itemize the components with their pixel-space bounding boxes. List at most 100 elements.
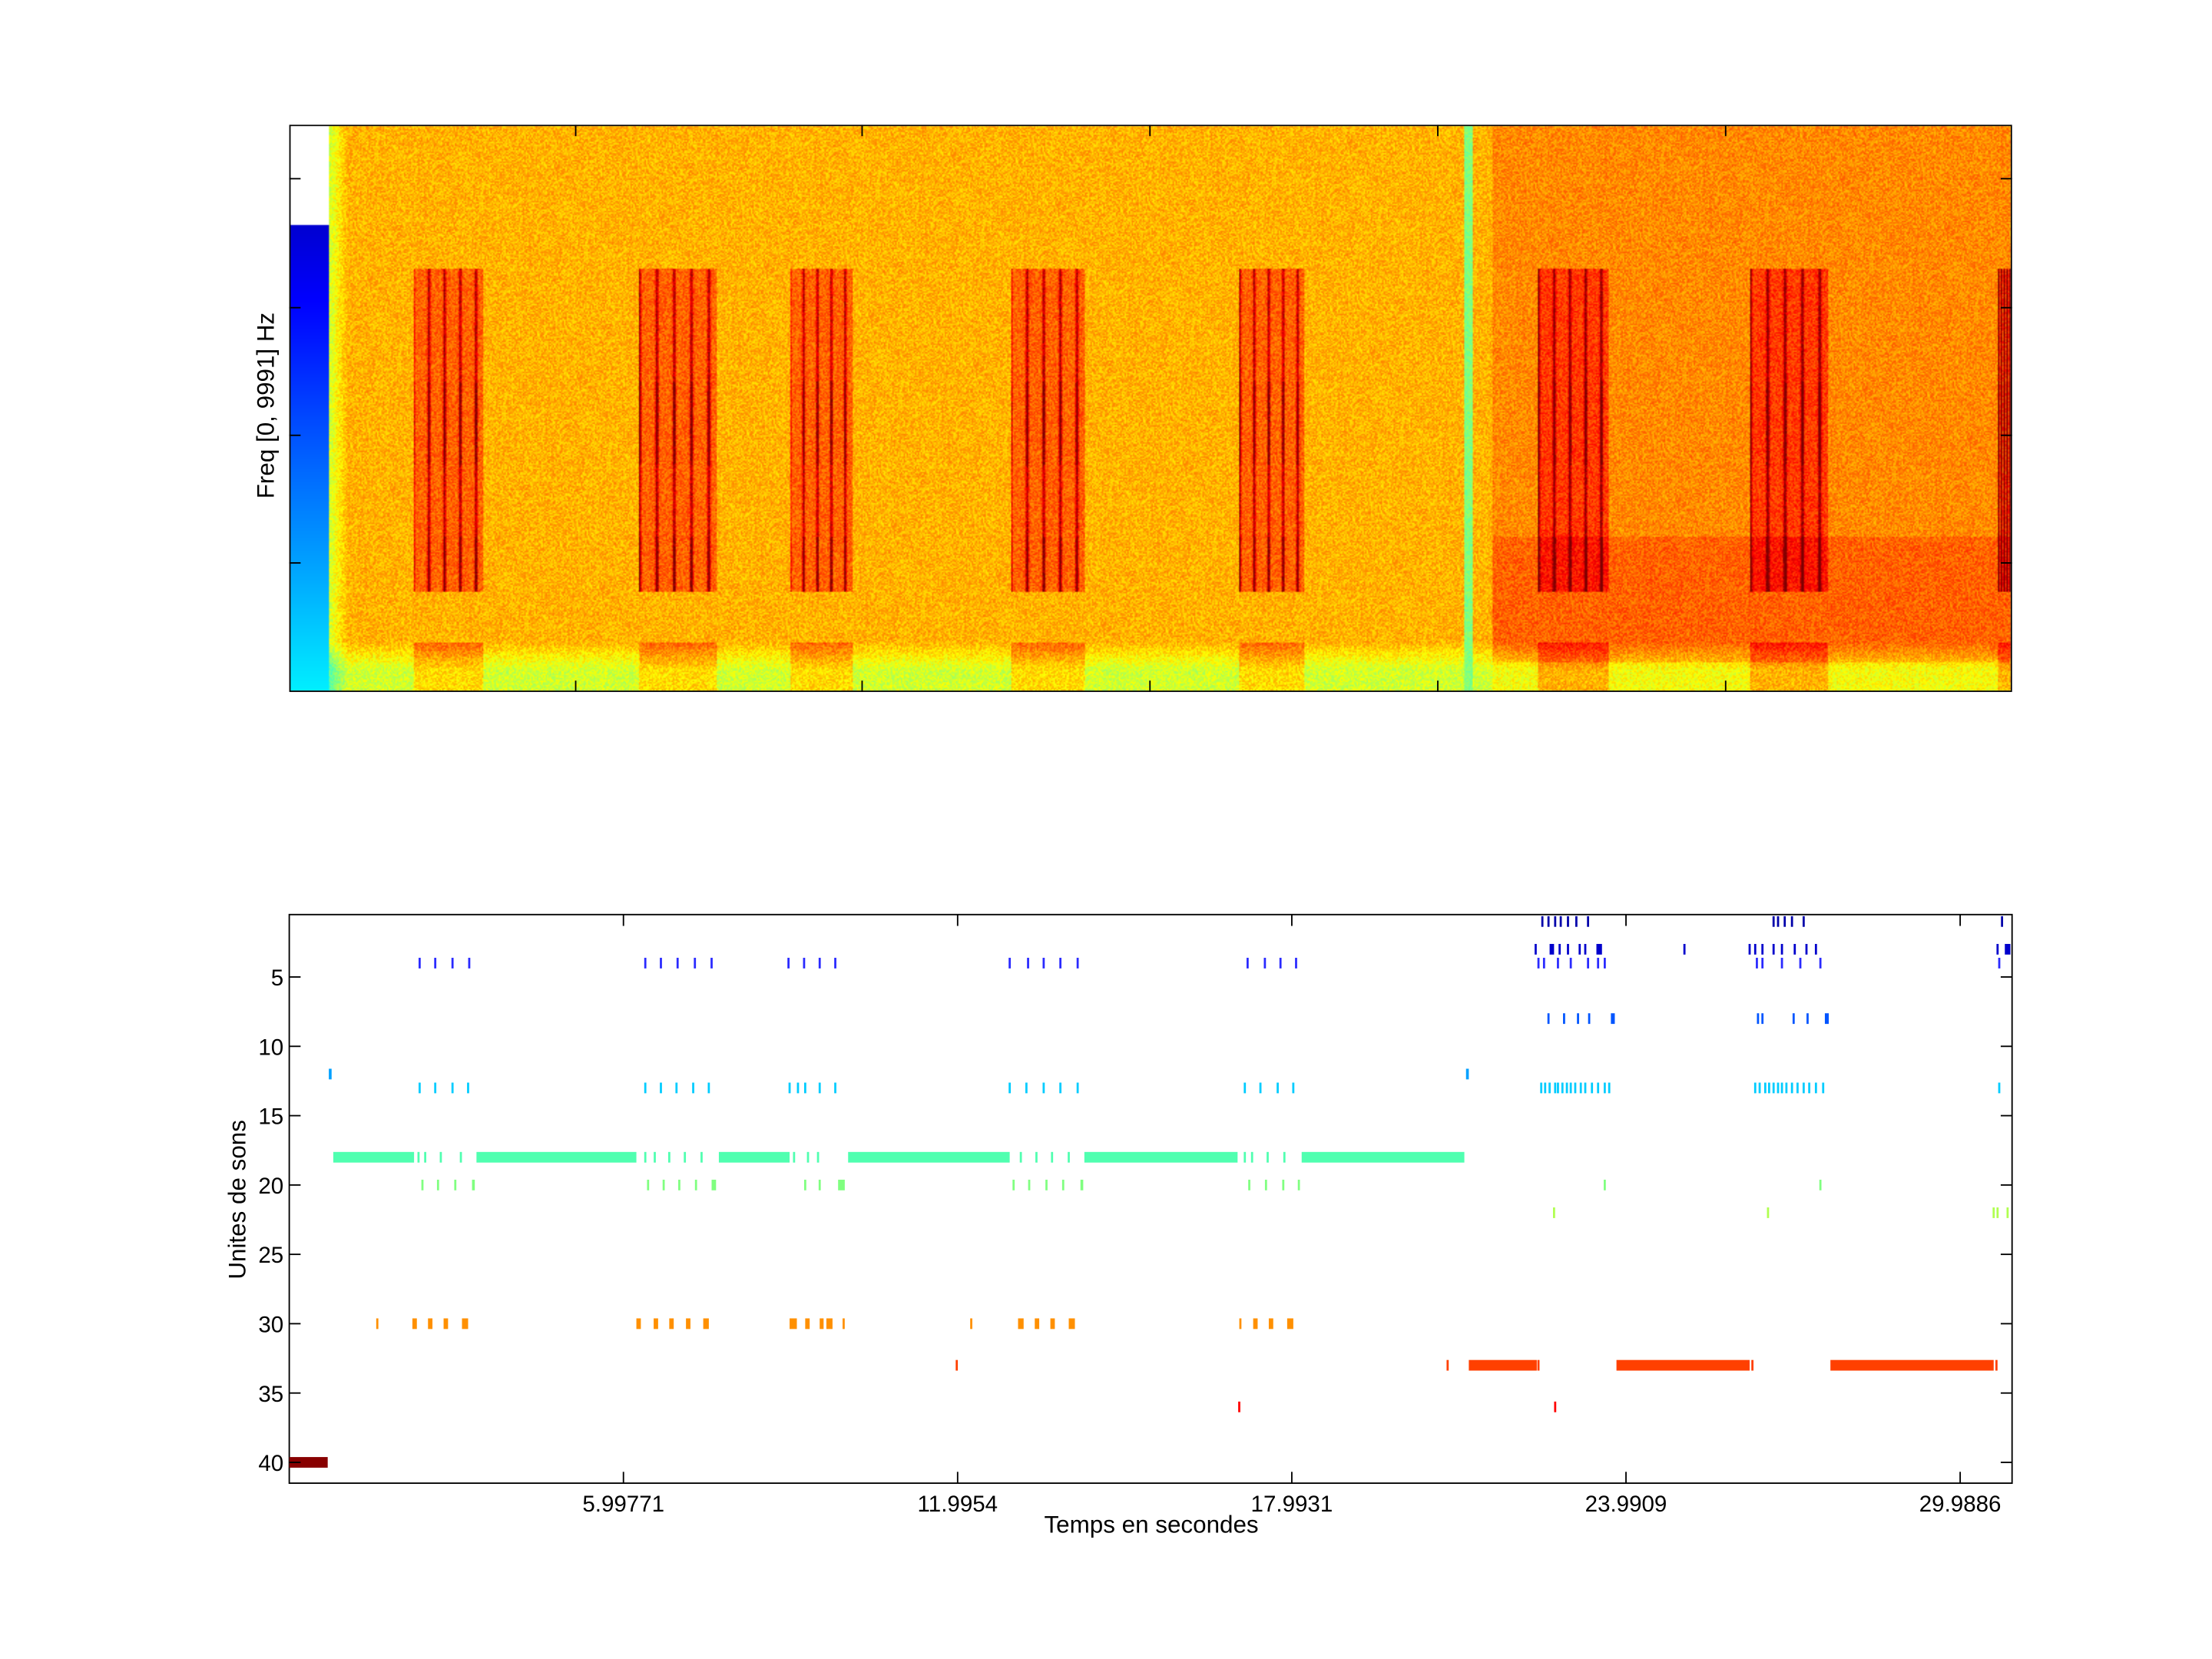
unit-13-event bbox=[1998, 1082, 2001, 1094]
unit-1-event bbox=[1541, 916, 1544, 927]
unit-18-event bbox=[718, 1151, 790, 1163]
unit-33-event bbox=[1830, 1359, 1994, 1371]
unit-3-event bbox=[1567, 943, 1569, 955]
unit-18-event bbox=[1035, 1151, 1038, 1163]
unit-30-event bbox=[1286, 1318, 1293, 1330]
unit-13-event bbox=[660, 1082, 662, 1094]
unit-20-event bbox=[1604, 1179, 1606, 1190]
unit-13-event bbox=[1780, 1082, 1783, 1094]
unit-4-event bbox=[1279, 958, 1282, 969]
unit-30-event bbox=[686, 1318, 690, 1330]
unit-13-event bbox=[1540, 1082, 1543, 1094]
unit-3-event bbox=[1535, 943, 1537, 955]
unit-13-event bbox=[1025, 1082, 1028, 1094]
unit-13-event bbox=[834, 1082, 836, 1094]
unit-20-event bbox=[1248, 1179, 1250, 1190]
y-tick-label: 15 bbox=[258, 1104, 283, 1130]
unit-30-event bbox=[1268, 1318, 1273, 1330]
unit-1-event bbox=[1567, 916, 1569, 927]
unit-33-event bbox=[1446, 1359, 1449, 1371]
unit-4-event bbox=[676, 958, 679, 969]
unit-30-event bbox=[826, 1318, 833, 1330]
unit-4-event bbox=[1569, 958, 1572, 969]
unit-13-event bbox=[1753, 1082, 1757, 1094]
unit-20-event bbox=[838, 1179, 845, 1190]
unit-13-event bbox=[434, 1082, 437, 1094]
unit-13-event bbox=[1796, 1082, 1799, 1094]
unit-1-event bbox=[1777, 916, 1780, 927]
unit-13-event bbox=[1059, 1082, 1062, 1094]
unit-33-event bbox=[1469, 1359, 1537, 1371]
unit-8-event bbox=[1547, 1013, 1550, 1025]
unit-3-event bbox=[1780, 943, 1783, 955]
unit-13-event bbox=[1790, 1082, 1793, 1094]
unit-20-event bbox=[678, 1179, 680, 1190]
unit-4-event bbox=[660, 958, 662, 969]
unit-4-event bbox=[1587, 958, 1590, 969]
y-tick-label: 20 bbox=[258, 1174, 283, 1199]
unit-18-event bbox=[667, 1151, 671, 1163]
unit-22-event bbox=[1992, 1207, 1995, 1218]
unit-18-event bbox=[848, 1151, 1010, 1163]
y-tick-label: 40 bbox=[258, 1451, 283, 1476]
unit-4-event bbox=[644, 958, 647, 969]
unit-18-event bbox=[1243, 1151, 1247, 1163]
unit-30-event bbox=[1253, 1318, 1258, 1330]
unit-4-event bbox=[818, 958, 821, 969]
unit-13-event bbox=[707, 1082, 710, 1094]
unit-13-event bbox=[418, 1082, 421, 1094]
unit-1-event bbox=[1575, 916, 1578, 927]
unit-1-event bbox=[1783, 916, 1786, 927]
unit-4-event bbox=[1263, 958, 1267, 969]
unit-20-event bbox=[1045, 1179, 1048, 1190]
unit-4-event bbox=[1537, 958, 1540, 969]
unit-33-event bbox=[1995, 1359, 1998, 1371]
unit-30-event bbox=[428, 1318, 433, 1330]
unit-3-event bbox=[1596, 943, 1602, 955]
unit-30-event bbox=[1018, 1318, 1024, 1330]
unit-40-event bbox=[289, 1457, 328, 1468]
unit-3-event bbox=[1793, 943, 1796, 955]
unit-30-event bbox=[970, 1318, 972, 1330]
unit-13-event bbox=[796, 1082, 800, 1094]
unit-18-event bbox=[1267, 1151, 1269, 1163]
unit-30-event bbox=[412, 1318, 417, 1330]
unit-4-event bbox=[451, 958, 454, 969]
unit-13-event bbox=[1548, 1082, 1551, 1094]
unit-30-event bbox=[669, 1318, 674, 1330]
unit-33-event bbox=[1616, 1359, 1750, 1371]
unit-30-event bbox=[443, 1318, 449, 1330]
unit-4-event bbox=[468, 958, 471, 969]
unit-18-event bbox=[1283, 1151, 1286, 1163]
unit-20-event bbox=[1297, 1179, 1300, 1190]
unit-13-event bbox=[1604, 1082, 1606, 1094]
unit-13-event bbox=[1042, 1082, 1045, 1094]
unit-4-event bbox=[434, 958, 437, 969]
unit-4-event bbox=[1076, 958, 1079, 969]
unit-4-event bbox=[1557, 958, 1559, 969]
unit-13-event bbox=[1758, 1082, 1761, 1094]
unit-22-event bbox=[1767, 1207, 1770, 1218]
unit-20-event bbox=[818, 1179, 821, 1190]
unit-4-event bbox=[1799, 958, 1802, 969]
x-tick-label: 11.9954 bbox=[918, 1492, 998, 1517]
unit-18-event bbox=[1084, 1151, 1238, 1163]
unit-12-event bbox=[329, 1068, 332, 1080]
unit-13-event bbox=[644, 1082, 647, 1094]
unit-18-event bbox=[1051, 1151, 1054, 1163]
y-tick-label: 5 bbox=[271, 965, 283, 991]
y-tick-label: 35 bbox=[258, 1382, 283, 1407]
unit-3-event bbox=[1996, 943, 1999, 955]
unit-13-event bbox=[1597, 1082, 1600, 1094]
unit-13-event bbox=[1772, 1082, 1775, 1094]
unit-4-event bbox=[1819, 958, 1822, 969]
raster-y-label: Unites de sons bbox=[224, 1120, 251, 1280]
unit-4-event bbox=[1597, 958, 1600, 969]
unit-4-event bbox=[1998, 958, 2001, 969]
unit-13-event bbox=[1569, 1082, 1572, 1094]
raster-marks bbox=[289, 916, 2011, 1468]
unit-33-event bbox=[955, 1359, 959, 1371]
unit-8-event bbox=[1577, 1013, 1579, 1025]
unit-20-event bbox=[711, 1179, 717, 1190]
